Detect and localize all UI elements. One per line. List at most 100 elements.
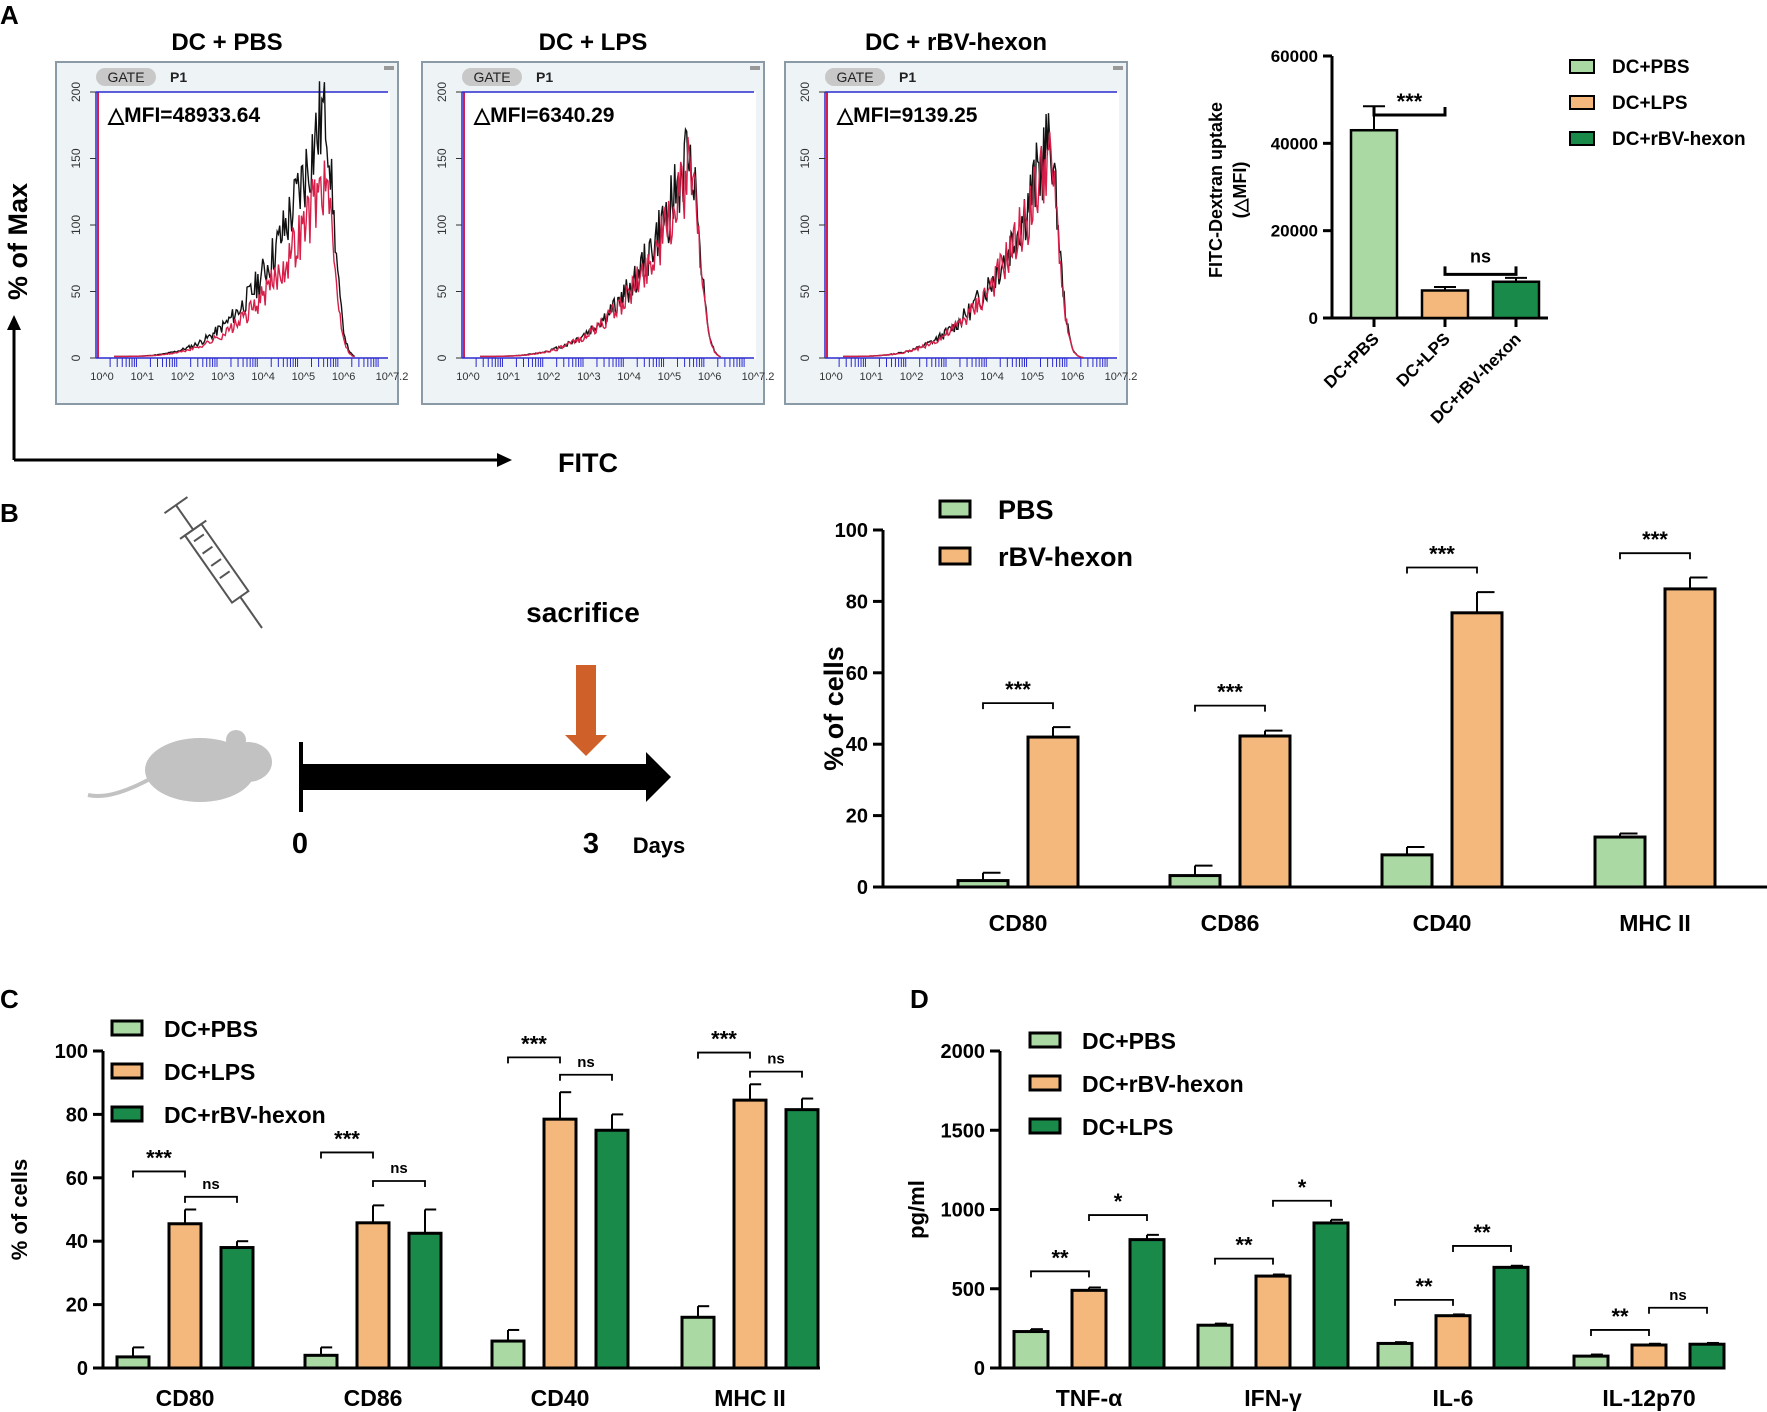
flow-plot-area-1 bbox=[462, 92, 756, 359]
c-sig-label-0: *** bbox=[146, 1145, 172, 1170]
c-sig-label-3: ns bbox=[390, 1160, 408, 1177]
gate-label-2: GATE bbox=[836, 69, 873, 85]
d-bar-3-1 bbox=[1630, 1343, 1668, 1370]
d-bar-1-1 bbox=[1254, 1274, 1292, 1370]
timeline-start-label: 0 bbox=[292, 828, 308, 860]
histogram-red-0 bbox=[114, 160, 355, 358]
a-ytick-2: 40000 bbox=[1271, 134, 1318, 153]
c-bar-3-2 bbox=[784, 1108, 820, 1370]
flow-plot-area-2 bbox=[825, 92, 1119, 359]
flow-xtick-1-0: 10^0 bbox=[456, 371, 480, 383]
flow-xtick-2-1: 10^1 bbox=[860, 371, 884, 383]
flow-xtick-2-0: 10^0 bbox=[819, 371, 843, 383]
flow-xtick-0-2: 10^2 bbox=[171, 371, 195, 383]
a-ytick-0: 0 bbox=[1309, 309, 1318, 328]
c-sig-bracket-5 bbox=[559, 1073, 613, 1081]
a-sig-label-0: *** bbox=[1397, 89, 1423, 114]
b-sig-bracket-2 bbox=[1406, 566, 1478, 574]
d-sig-bracket-6 bbox=[1590, 1329, 1650, 1336]
d-sig-label-1: * bbox=[1114, 1189, 1123, 1214]
flow-xtick-1-7: 10^7.2 bbox=[742, 371, 775, 383]
c-bar-1-1 bbox=[355, 1221, 391, 1370]
b-bar-1-1 bbox=[1238, 734, 1292, 889]
a-legend-swatch-0 bbox=[1569, 59, 1595, 74]
gate-chip-1 bbox=[462, 68, 522, 86]
c-bar-0-0 bbox=[115, 1355, 151, 1370]
flow-title-1: DC + LPS bbox=[539, 29, 648, 56]
b-sig-bracket-1 bbox=[1194, 704, 1266, 712]
timeline-diagram: sacrifice 0 3 Days bbox=[87, 496, 685, 860]
d-category-0: TNF-α bbox=[1056, 1385, 1123, 1411]
b-legend-swatch-1 bbox=[938, 546, 972, 566]
flow-x-axis-label: FITC bbox=[558, 448, 618, 478]
flow-plot-area-0 bbox=[96, 92, 390, 359]
d-sig-label-6: ** bbox=[1611, 1304, 1629, 1329]
d-ytick-4: 2000 bbox=[941, 1041, 986, 1063]
b-sig-bracket-0 bbox=[982, 702, 1054, 710]
gate-label-0: GATE bbox=[107, 69, 144, 85]
flow-y-axis-label: % of Max bbox=[3, 183, 33, 300]
d-ytick-1: 500 bbox=[952, 1279, 985, 1301]
c-ylabel: % of cells bbox=[7, 1159, 32, 1260]
c-bar-0-2 bbox=[219, 1246, 255, 1370]
flow-y-arrow-head bbox=[7, 315, 21, 330]
timeline-arrow-head bbox=[646, 752, 671, 802]
flow-xtick-0-3: 10^3 bbox=[211, 371, 235, 383]
window-min-icon-1 bbox=[750, 66, 760, 70]
c-sig-label-1: ns bbox=[202, 1176, 220, 1193]
b-category-1: CD86 bbox=[1201, 910, 1260, 936]
d-sig-bracket-4 bbox=[1394, 1298, 1454, 1306]
d-sig-label-5: ** bbox=[1473, 1220, 1491, 1245]
b-sig-bracket-3 bbox=[1619, 552, 1691, 560]
flow-ytick-2-0: 0 bbox=[798, 354, 812, 361]
a-bar-ylabel-line1: FITC-Dextran uptake bbox=[1206, 102, 1226, 278]
c-category-3: MHC II bbox=[714, 1385, 786, 1411]
a-legend-label-2: DC+rBV-hexon bbox=[1612, 129, 1746, 150]
b-ylabel: % of cells bbox=[819, 646, 849, 771]
c-category-0: CD80 bbox=[156, 1385, 215, 1411]
c-sig-bracket-4 bbox=[507, 1056, 561, 1064]
flow-xtick-0-5: 10^5 bbox=[292, 371, 316, 383]
histogram-red-2 bbox=[843, 131, 1084, 359]
c-legend-swatch-2 bbox=[110, 1105, 144, 1123]
b-ytick-0: 0 bbox=[857, 877, 868, 899]
a-bar-2 bbox=[1491, 280, 1541, 320]
sacrifice-label: sacrifice bbox=[526, 597, 640, 628]
c-bar-1-2 bbox=[407, 1231, 443, 1370]
a-ytick-3: 60000 bbox=[1271, 47, 1318, 66]
c-legend-swatch-0 bbox=[110, 1019, 144, 1037]
flow-xtick-0-4: 10^4 bbox=[251, 371, 275, 383]
c-category-2: CD40 bbox=[531, 1385, 590, 1411]
flow-ytick-0-1: 50 bbox=[69, 285, 83, 299]
d-bar-1-2 bbox=[1312, 1221, 1350, 1370]
c-sig-label-5: ns bbox=[577, 1054, 595, 1071]
c-legend-label-2: DC+rBV-hexon bbox=[164, 1102, 326, 1128]
d-sig-bracket-2 bbox=[1214, 1257, 1274, 1265]
d-legend-swatch-2 bbox=[1028, 1117, 1062, 1135]
c-sig-bracket-1 bbox=[184, 1195, 238, 1203]
d-bar-0-0 bbox=[1012, 1330, 1050, 1370]
b-sig-label-1: *** bbox=[1217, 680, 1243, 705]
c-ytick-0: 0 bbox=[77, 1358, 88, 1380]
flow-xtick-0-7: 10^7.2 bbox=[376, 371, 409, 383]
a-legend-label-0: DC+PBS bbox=[1612, 57, 1690, 78]
b-sig-label-0: *** bbox=[1005, 677, 1031, 702]
panel-label-d: D bbox=[910, 984, 929, 1014]
c-ytick-1: 20 bbox=[66, 1295, 88, 1317]
panel-label-b: B bbox=[0, 498, 19, 528]
flow-ytick-2-4: 200 bbox=[798, 82, 812, 102]
flow-ytick-1-2: 100 bbox=[435, 215, 449, 235]
flow-xtick-2-4: 10^4 bbox=[980, 371, 1004, 383]
a-ytick-1: 20000 bbox=[1271, 222, 1318, 241]
gate-label-1: GATE bbox=[473, 69, 510, 85]
c-legend-swatch-1 bbox=[110, 1062, 144, 1080]
c-sig-label-2: *** bbox=[334, 1126, 360, 1151]
a-sig-bracket-0 bbox=[1372, 106, 1447, 117]
d-bar-2-2 bbox=[1492, 1265, 1530, 1370]
b-category-3: MHC II bbox=[1619, 910, 1691, 936]
d-legend-swatch-1 bbox=[1028, 1074, 1062, 1092]
flow-axes-arrows: % of Max FITC bbox=[3, 183, 618, 478]
d-bar-0-2 bbox=[1128, 1238, 1166, 1370]
mfi-label-0: △MFI=48933.64 bbox=[107, 104, 260, 127]
